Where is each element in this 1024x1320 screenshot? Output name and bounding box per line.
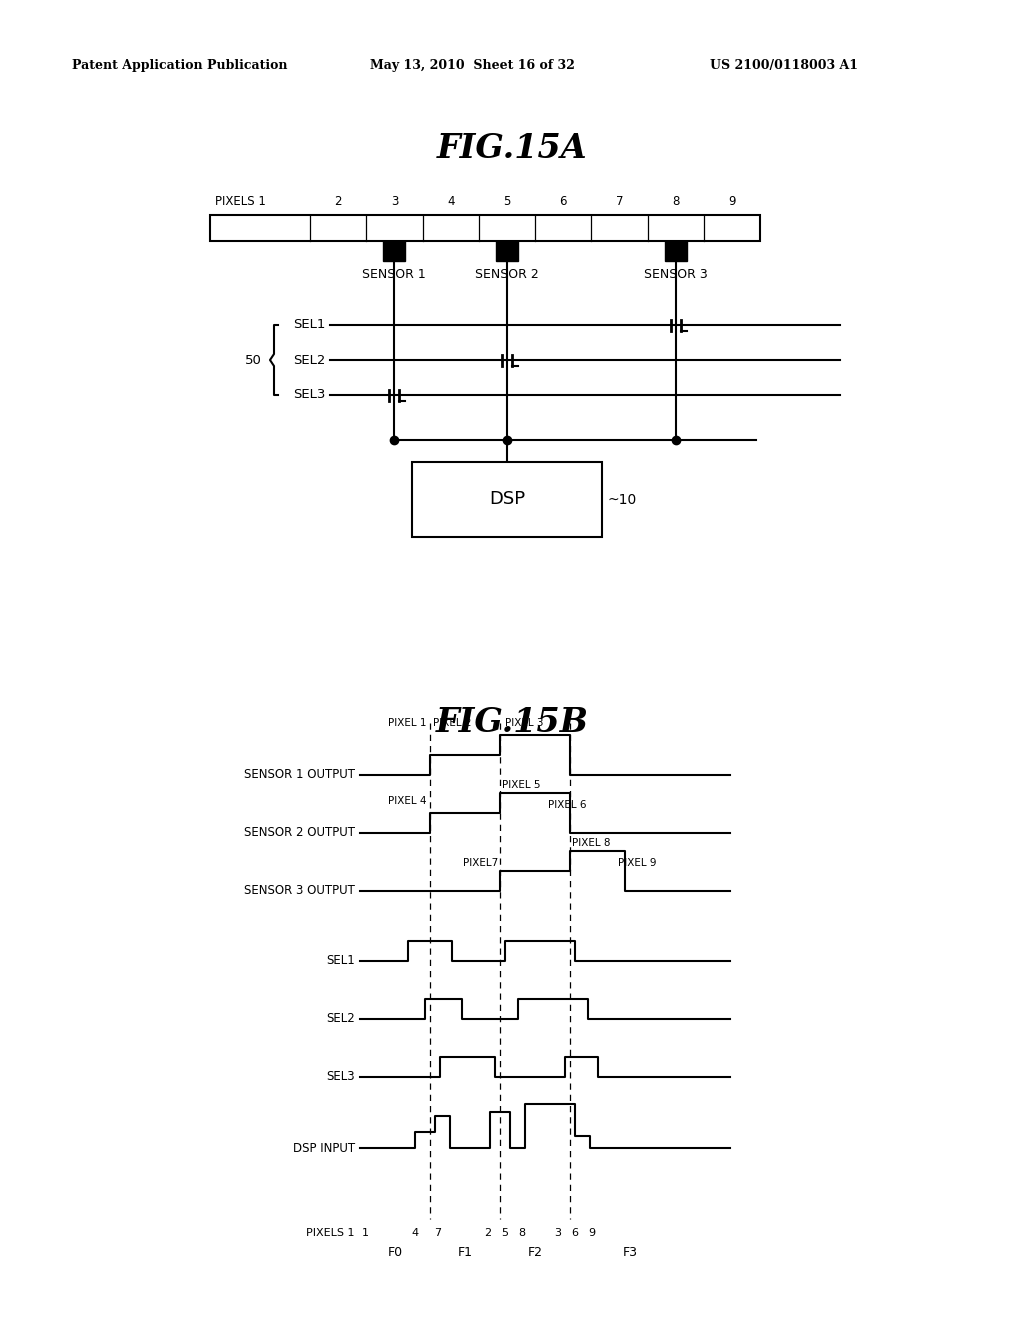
- Text: 5: 5: [503, 195, 511, 209]
- Text: Patent Application Publication: Patent Application Publication: [72, 58, 288, 71]
- Text: FIG.15A: FIG.15A: [436, 132, 588, 165]
- Bar: [412, 462, 602, 537]
- Text: 4: 4: [412, 1228, 419, 1238]
- Text: SEL3: SEL3: [293, 388, 325, 401]
- Text: 7: 7: [434, 1228, 441, 1238]
- Text: DSP: DSP: [488, 491, 525, 508]
- Text: 9: 9: [728, 195, 735, 209]
- Text: PIXELS 1: PIXELS 1: [306, 1228, 355, 1238]
- Text: 2: 2: [484, 1228, 492, 1238]
- Text: PIXELS 1: PIXELS 1: [215, 195, 266, 209]
- Text: PIXEL 5: PIXEL 5: [502, 780, 541, 789]
- Text: PIXEL 2: PIXEL 2: [433, 718, 471, 729]
- Text: 1: 1: [361, 1228, 369, 1238]
- Text: SENSOR 1: SENSOR 1: [362, 268, 426, 281]
- Text: SEL1: SEL1: [293, 318, 325, 331]
- Text: SEL3: SEL3: [327, 1071, 355, 1084]
- Text: PIXEL7: PIXEL7: [463, 858, 498, 869]
- Text: PIXEL 3: PIXEL 3: [505, 718, 544, 729]
- Text: US 2100/0118003 A1: US 2100/0118003 A1: [710, 58, 858, 71]
- Text: 8: 8: [672, 195, 679, 209]
- Text: SENSOR 3: SENSOR 3: [644, 268, 708, 281]
- Text: 50: 50: [245, 354, 262, 367]
- Text: SEL2: SEL2: [327, 1012, 355, 1026]
- Text: SENSOR 3 OUTPUT: SENSOR 3 OUTPUT: [244, 884, 355, 898]
- Text: May 13, 2010  Sheet 16 of 32: May 13, 2010 Sheet 16 of 32: [370, 58, 574, 71]
- Text: SENSOR 2: SENSOR 2: [475, 268, 539, 281]
- Text: 6: 6: [559, 195, 567, 209]
- Text: F0: F0: [387, 1246, 402, 1259]
- Text: 3: 3: [555, 1228, 561, 1238]
- Text: 5: 5: [502, 1228, 509, 1238]
- Text: PIXEL 6: PIXEL 6: [548, 800, 587, 810]
- Text: F2: F2: [527, 1246, 543, 1259]
- Bar: [210, 215, 760, 242]
- Text: PIXEL 9: PIXEL 9: [618, 858, 656, 869]
- Text: PIXEL 8: PIXEL 8: [572, 838, 610, 847]
- Text: FIG.15B: FIG.15B: [435, 705, 589, 738]
- Bar: [383, 242, 406, 261]
- Bar: [665, 242, 687, 261]
- Text: ~10: ~10: [608, 492, 637, 507]
- Text: SENSOR 1 OUTPUT: SENSOR 1 OUTPUT: [244, 768, 355, 781]
- Text: 4: 4: [446, 195, 455, 209]
- Text: 9: 9: [589, 1228, 596, 1238]
- Text: SEL2: SEL2: [293, 354, 325, 367]
- Text: SEL1: SEL1: [327, 954, 355, 968]
- Text: 2: 2: [335, 195, 342, 209]
- Text: 3: 3: [391, 195, 398, 209]
- Text: 6: 6: [571, 1228, 579, 1238]
- Text: PIXEL 4: PIXEL 4: [387, 796, 426, 807]
- Bar: [496, 242, 518, 261]
- Text: 7: 7: [615, 195, 624, 209]
- Text: F3: F3: [623, 1246, 638, 1259]
- Text: DSP INPUT: DSP INPUT: [293, 1142, 355, 1155]
- Text: PIXEL 1: PIXEL 1: [387, 718, 426, 729]
- Text: SENSOR 2 OUTPUT: SENSOR 2 OUTPUT: [244, 826, 355, 840]
- Text: F1: F1: [458, 1246, 472, 1259]
- Text: 8: 8: [518, 1228, 525, 1238]
